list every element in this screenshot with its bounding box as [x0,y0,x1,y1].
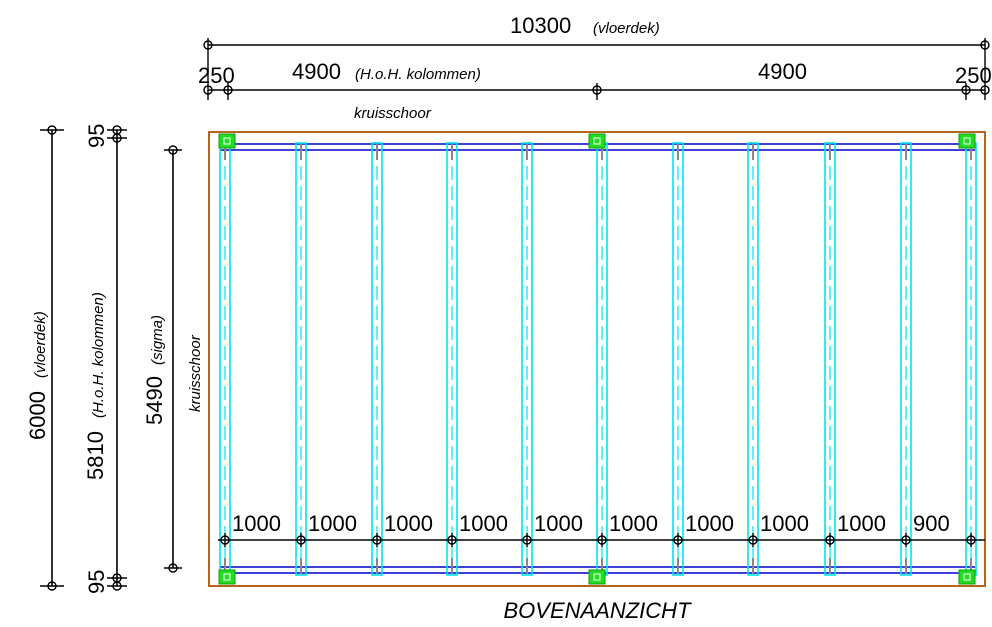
dim-node [592,85,602,95]
column-bolt [963,137,971,145]
column-plate [958,133,976,149]
bay-left-value: 4900 [292,59,341,84]
joist [521,142,533,576]
columns [218,133,976,585]
dim-node [203,40,213,50]
column-plate [958,569,976,585]
joist-spacing-label: 1000 [308,511,357,536]
dim-node [825,535,835,545]
dim-node [901,535,911,545]
edge-left-value: 250 [198,63,235,88]
joist [295,142,307,576]
joist-spacing-label: 1000 [384,511,433,536]
bay-left-note: (H.o.H. kolommen) [355,66,481,83]
column-plate [218,133,236,149]
column-bolt [223,573,231,581]
column-depth-value: 5810 [83,431,108,480]
dim-node [168,563,178,573]
joist-spacing-label: 1000 [837,511,886,536]
column-bolt [593,137,601,145]
dim-node [112,581,122,591]
deck-outline [208,131,986,587]
dim-node [980,85,990,95]
dim-node [296,535,306,545]
dim-node [168,145,178,155]
column-bolt [963,573,971,581]
joist-spacing-label: 1000 [760,511,809,536]
joist-spacing-label: 900 [913,511,950,536]
joist [371,142,383,576]
joist-spacing-label: 1000 [232,511,281,536]
joist-spacing-label: 1000 [459,511,508,536]
column-plate [588,133,606,149]
dim-node [597,535,607,545]
sigma-value: 5490 [142,376,167,425]
sigma-note: (sigma) [149,315,166,365]
dim-node [673,535,683,545]
column-bolt [593,573,601,581]
joist-spacing-label: 1000 [685,511,734,536]
top-dimension-lines [203,38,990,100]
joist [747,142,759,576]
edge-top-value: 95 [84,124,109,148]
joist [824,142,836,576]
edge-right-value: 250 [955,63,992,88]
joist-spacing-dimension: 1000 1000 1000 1000 1000 1000 1000 1000 1000 900 [218,511,985,547]
joists [219,142,977,576]
dim-node [522,535,532,545]
column-plate [218,569,236,585]
dim-node [47,581,57,591]
overall-depth-note: (vloerdek) [32,311,49,378]
dim-node [203,85,213,95]
joist [446,142,458,576]
dim-node [966,535,976,545]
left-dimension-lines [40,125,182,591]
dim-node [748,535,758,545]
overall-depth-value: 6000 [25,391,50,440]
dim-node [961,85,971,95]
joist-spacing-label: 1000 [534,511,583,536]
bay-right-value: 4900 [758,59,807,84]
column-plate [588,569,606,585]
joist [672,142,684,576]
edge-bottom-value: 95 [84,570,109,594]
view-title: BOVENAANZICHT [503,598,692,623]
overall-width-value: 10300 [510,13,571,38]
overall-width-note: (vloerdek) [593,20,660,37]
top-brace-label: kruisschoor [354,105,432,122]
left-brace-label: kruisschoor [187,334,204,412]
dim-node [372,535,382,545]
column-depth-note: (H.o.H. kolommen) [90,292,107,418]
joist-spacing-label: 1000 [609,511,658,536]
joist [900,142,912,576]
dim-node [112,133,122,143]
dim-node [980,40,990,50]
dim-node [447,535,457,545]
dim-node [220,535,230,545]
column-bolt [223,137,231,145]
dim-node [47,125,57,135]
dim-node [223,85,233,95]
